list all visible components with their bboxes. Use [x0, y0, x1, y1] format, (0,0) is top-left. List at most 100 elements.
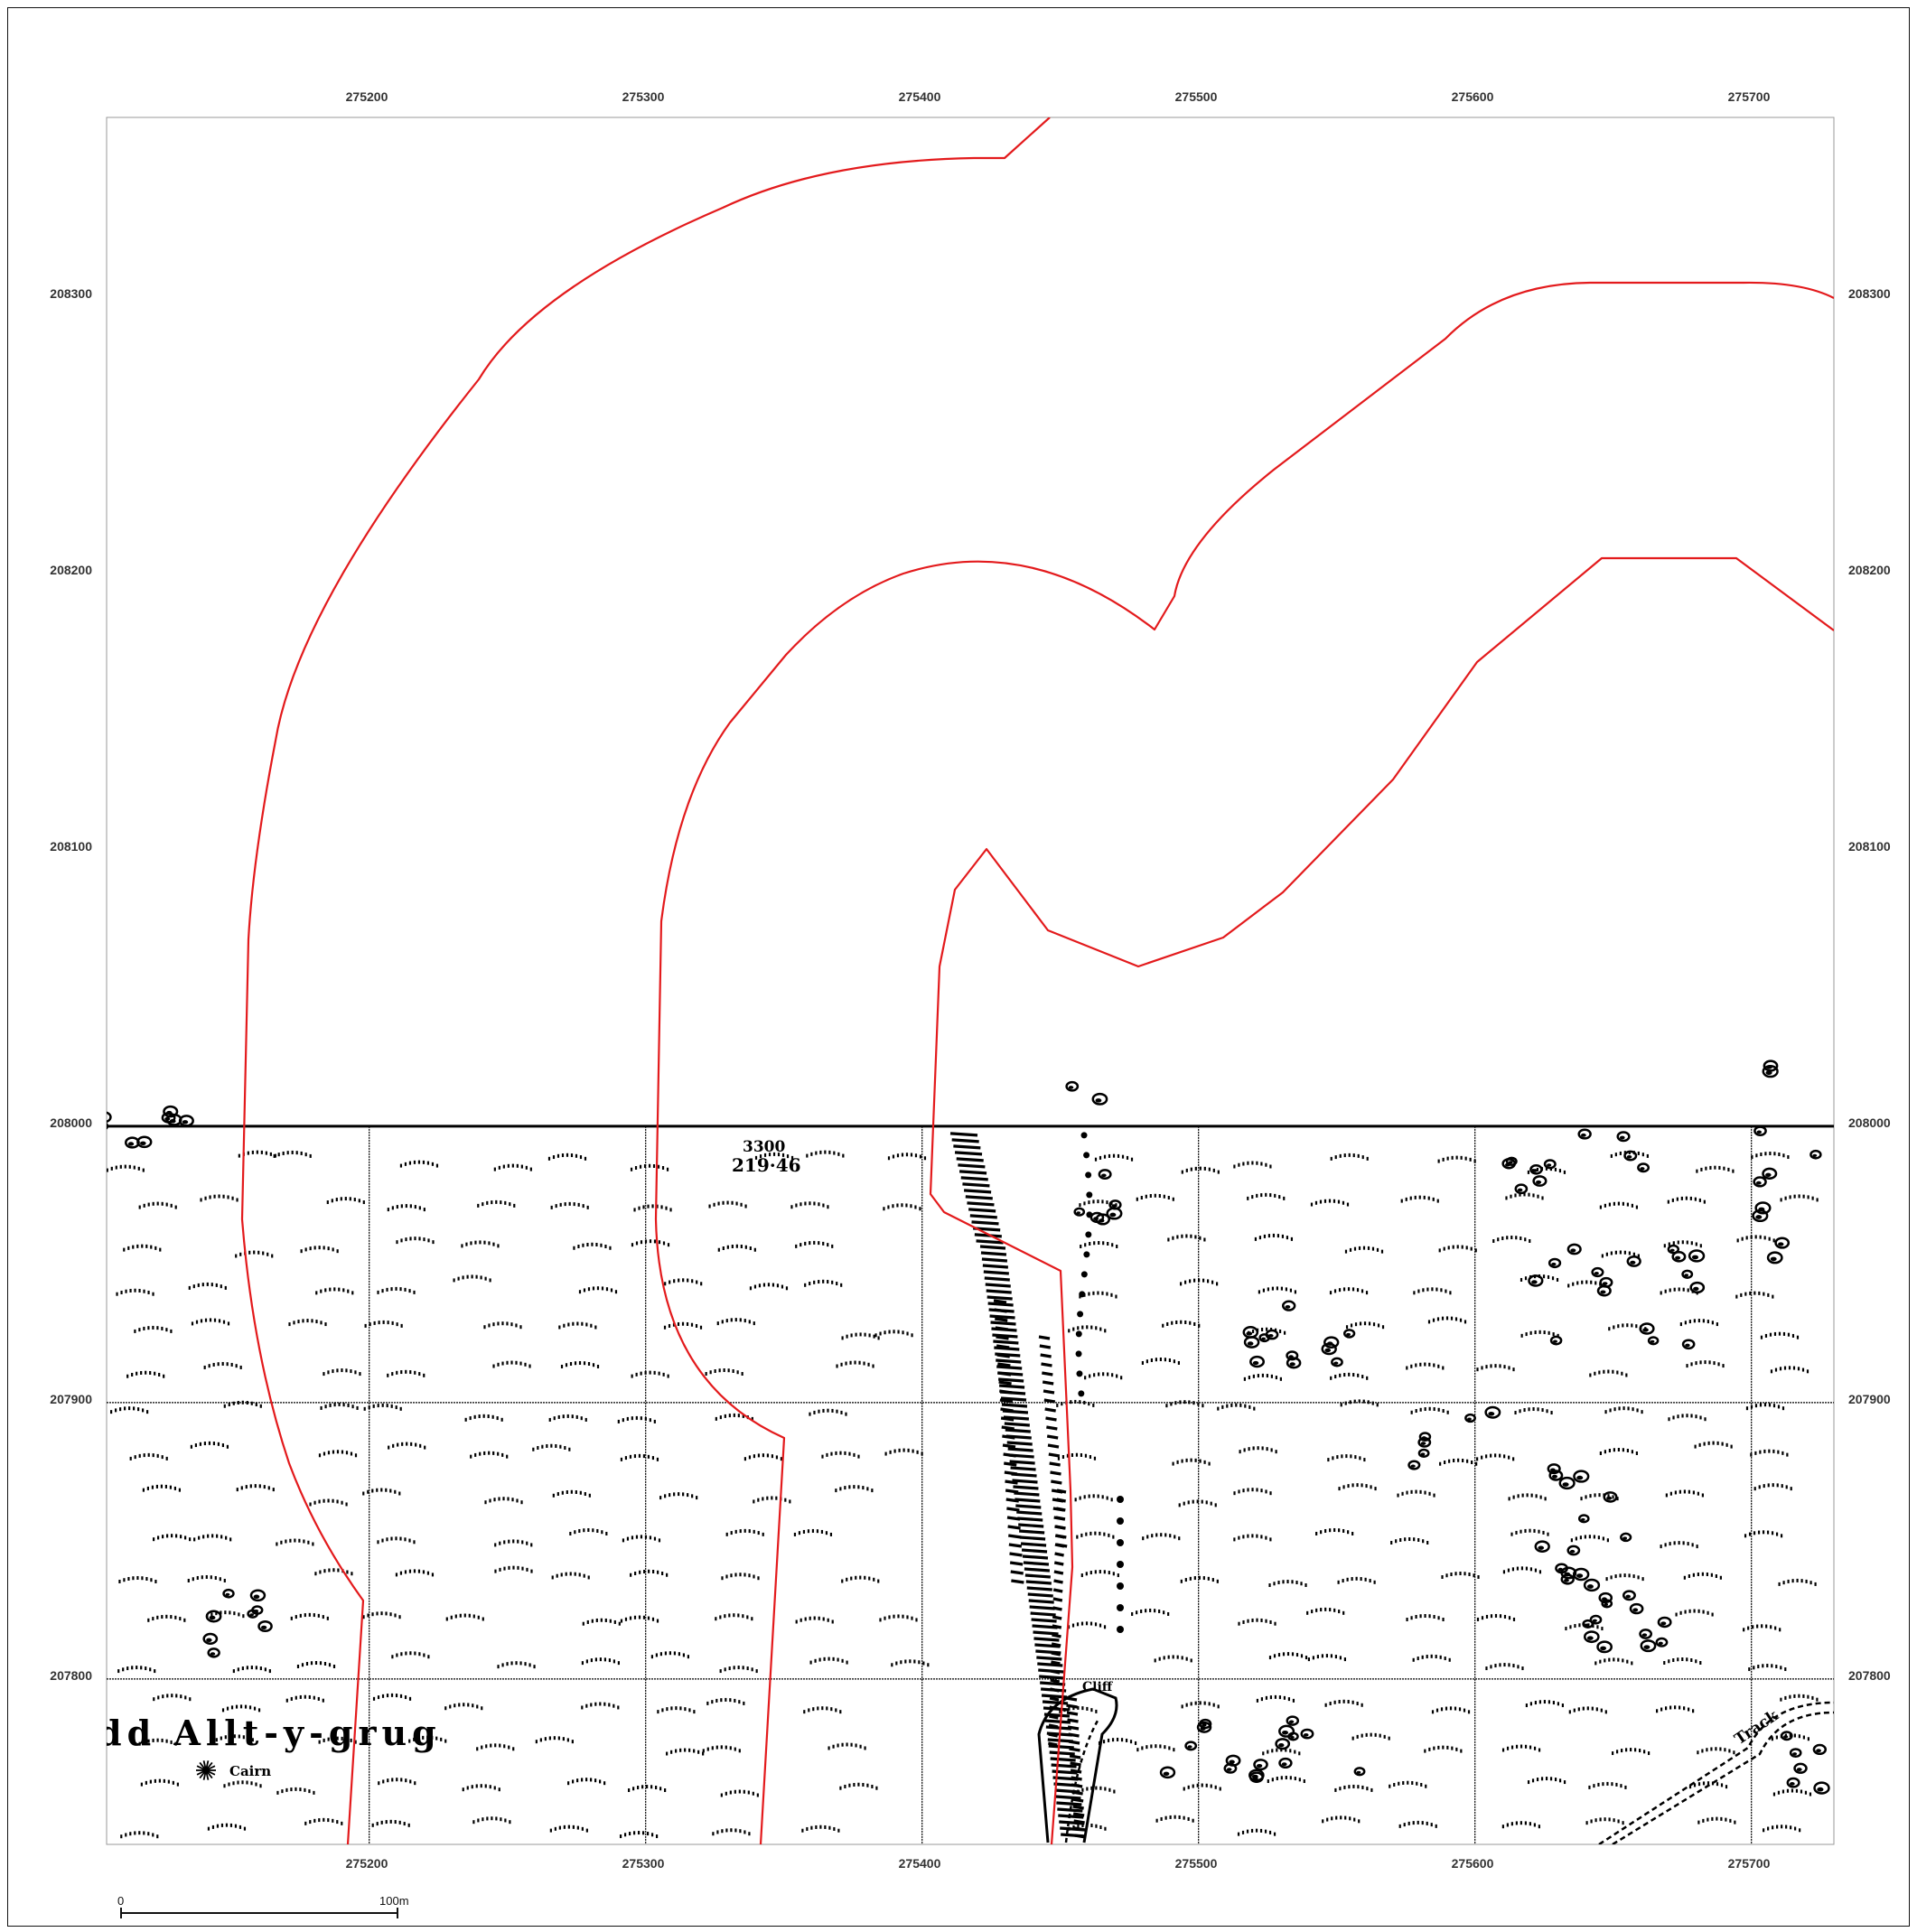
rough-grassland-symbol	[207, 1823, 247, 1831]
boulder-symbol	[1223, 1762, 1238, 1774]
boulder-symbol	[1275, 1738, 1291, 1750]
rough-grassland-symbol	[841, 1575, 880, 1583]
spot-height-label: 219·46	[732, 1154, 801, 1176]
rough-grassland-symbol	[803, 1706, 842, 1714]
boulder-symbol	[1278, 1757, 1293, 1769]
rough-grassland-symbol	[1344, 1246, 1384, 1254]
slope-hachure-stroke	[981, 1257, 1008, 1263]
slope-hachure-stroke	[1001, 1425, 1015, 1431]
rough-grassland-symbol	[1406, 1613, 1445, 1621]
rough-grassland-symbol	[631, 1239, 670, 1247]
slope-hachure-stroke	[1046, 1425, 1058, 1431]
slope-hachure-stroke	[1073, 1819, 1085, 1825]
slope-hachure-stroke	[1049, 1696, 1060, 1702]
rough-grassland-symbol	[494, 1539, 533, 1547]
boulder-symbol	[1528, 1274, 1544, 1287]
slope-hachure-stroke	[1002, 1443, 1016, 1449]
rough-grassland-symbol	[573, 1242, 612, 1250]
rough-grassland-symbol	[631, 1370, 669, 1378]
cairn-centre	[202, 1767, 210, 1774]
rough-grassland-symbol	[1585, 1817, 1624, 1825]
boulder-symbol	[202, 1632, 219, 1645]
slope-hachure-stroke	[1013, 1485, 1039, 1490]
red-boundary-line	[654, 281, 1834, 1844]
boulder-symbol	[1242, 1326, 1259, 1339]
slope-hachure-stroke	[951, 1138, 979, 1143]
rough-grassland-symbol	[1427, 1316, 1467, 1324]
stone-dot	[1078, 1390, 1085, 1397]
boulder-symbol	[1780, 1731, 1793, 1741]
slope-hachure-stroke	[1040, 1681, 1066, 1686]
rough-grassland-symbol	[1750, 1449, 1789, 1457]
rough-grassland-symbol	[1438, 1245, 1477, 1253]
rough-grassland-symbol	[140, 1778, 179, 1787]
rough-grassland-symbol	[532, 1443, 571, 1451]
rough-grassland-symbol	[828, 1742, 866, 1750]
map-neatline	[106, 117, 1835, 1845]
boulder-fill	[1693, 1286, 1699, 1291]
boulder-symbol	[1573, 1470, 1590, 1483]
x-tick-bottom: 275600	[1452, 1856, 1494, 1871]
rough-grassland-symbol	[705, 1367, 743, 1376]
boulder-symbol	[1548, 1470, 1564, 1481]
rough-grassland-symbol	[809, 1657, 848, 1665]
slope-hachure-stroke	[1044, 1719, 1071, 1724]
boulder-symbol	[222, 1588, 235, 1599]
rough-grassland-symbol	[364, 1320, 403, 1328]
boulder-fill	[1755, 1215, 1763, 1219]
rough-grassland-symbol	[1502, 1566, 1542, 1574]
boulder-fill	[1200, 1726, 1206, 1731]
boulder-fill	[182, 1120, 189, 1125]
slope-hachure-stroke	[1000, 1416, 1015, 1422]
rough-grassland-symbol	[1612, 1748, 1650, 1756]
slope-hachure-stroke	[1048, 1452, 1061, 1458]
x-tick-bottom: 275300	[622, 1856, 665, 1871]
boulder-fill	[165, 1110, 173, 1115]
rough-grassland-symbol	[285, 1694, 324, 1703]
slope-hachure-stroke	[956, 1157, 984, 1162]
slope-hachure-stroke	[980, 1251, 1007, 1256]
boulder-symbol	[1688, 1249, 1706, 1263]
rough-grassland-symbol	[795, 1616, 834, 1624]
boulder-symbol	[1640, 1639, 1657, 1653]
boulder-fill	[1247, 1341, 1254, 1346]
boulder-fill	[1562, 1482, 1569, 1487]
slope-hachure-stroke	[997, 1371, 1012, 1377]
rough-grassland-symbol	[1181, 1166, 1220, 1174]
rough-grassland-symbol	[551, 1572, 590, 1580]
rough-grassland-symbol	[712, 1828, 751, 1836]
stone-dot	[1083, 1152, 1090, 1159]
rough-grassland-symbol	[619, 1831, 659, 1839]
rough-grassland-symbol	[1351, 1732, 1390, 1741]
slope-hachure-stroke	[971, 1220, 999, 1226]
rough-grassland-symbol	[236, 1484, 275, 1492]
rough-grassland-symbol	[206, 1610, 245, 1619]
rough-grassland-symbol	[749, 1283, 789, 1291]
rough-grassland-symbol	[1604, 1406, 1643, 1414]
rough-grassland-symbol	[1077, 1786, 1116, 1794]
rough-grassland-symbol	[1258, 1286, 1297, 1294]
stone-dot	[1075, 1350, 1082, 1358]
boulder-fill	[1517, 1188, 1523, 1192]
boulder-symbol	[1591, 1266, 1604, 1278]
boulder-fill	[1538, 1545, 1545, 1550]
boulder-symbol	[1417, 1436, 1432, 1448]
stone-dot	[1117, 1582, 1124, 1590]
slope-hachure-stroke	[1056, 1489, 1067, 1494]
boulder-fill	[1796, 1768, 1802, 1772]
rough-grassland-symbol	[891, 1659, 930, 1667]
boulder-fill	[1111, 1204, 1117, 1208]
cliff-label: Cliff	[1082, 1680, 1114, 1694]
y-tick-right: 208300	[1848, 286, 1891, 301]
boulder-fill	[1095, 1098, 1102, 1103]
boulder-symbol	[1091, 1092, 1108, 1106]
rough-grassland-symbol	[582, 1618, 621, 1626]
slope-hachure-stroke	[984, 1276, 1010, 1282]
rough-grassland-symbol	[1751, 1152, 1790, 1160]
rough-grassland-symbol	[1570, 1535, 1609, 1543]
rough-grassland-symbol	[659, 1492, 698, 1500]
rough-grassland-symbol	[461, 1240, 500, 1248]
rough-grassland-symbol	[1233, 1161, 1272, 1169]
slope-hachure-stroke	[1003, 1452, 1016, 1458]
